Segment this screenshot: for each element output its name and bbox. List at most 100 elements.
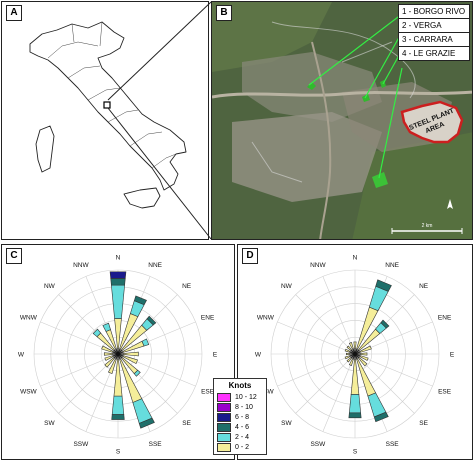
- petal-segment-SE: [133, 369, 141, 377]
- scale-bar: [391, 228, 463, 234]
- knots-legend-item: 2 - 4: [217, 432, 263, 442]
- site-legend-item: 3 - CARRARA: [399, 33, 469, 47]
- petal-segment-N: [109, 271, 127, 279]
- direction-label: NE: [419, 283, 429, 290]
- wind-rose-chart-c: N NNE NE ENE E ESE SE SSE S SSW SW WSW W WNW NW NNW: [18, 255, 218, 456]
- panel-d-label: D: [242, 248, 258, 264]
- direction-label: NE: [182, 283, 192, 290]
- direction-label: S: [353, 449, 358, 456]
- knots-legend-label: 0 - 2: [235, 443, 250, 451]
- direction-label: WSW: [20, 389, 37, 396]
- knots-legend-item: 0 - 2: [217, 442, 263, 452]
- panel-b-satellite-map: B 2 km STEEL PLANT AREA: [211, 1, 473, 240]
- grid-spoke: [40, 353, 119, 387]
- study-area-marker: [103, 101, 111, 109]
- petal-segment-S: [348, 394, 362, 414]
- sicily: [123, 187, 161, 209]
- scale-bar-label: 2 km: [422, 223, 433, 229]
- knots-legend-swatch: [217, 442, 231, 452]
- direction-label: ENE: [201, 314, 215, 321]
- panel-c-label: C: [6, 248, 22, 264]
- petal-segment-NNW: [102, 322, 111, 332]
- direction-label: E: [213, 352, 218, 359]
- direction-label: NW: [44, 283, 56, 290]
- site-legend: 1 - BORGO RIVO 2 - VERGA 3 - CARRARA 4 -…: [398, 4, 470, 61]
- direction-label: ESE: [438, 389, 452, 396]
- knots-legend-item: 4 - 6: [217, 422, 263, 432]
- grid-spoke: [295, 294, 356, 355]
- direction-label: N: [353, 255, 358, 262]
- knots-legend: Knots 10 - 12 8 - 10 6 - 8 4 - 6 2 - 4 0 - 2: [213, 378, 267, 455]
- petal-segment-NNE: [133, 295, 147, 306]
- grid-spoke: [277, 321, 356, 355]
- direction-label: SW: [281, 420, 292, 427]
- petal-segment-N: [110, 278, 126, 286]
- direction-label: NNE: [148, 262, 162, 269]
- knots-legend-swatch: [217, 422, 231, 432]
- direction-label: SW: [44, 420, 55, 427]
- direction-label: ENE: [438, 314, 452, 321]
- knots-legend-label: 8 - 10: [235, 403, 253, 411]
- knots-legend-title: Knots: [228, 381, 252, 390]
- knots-legend-label: 2 - 4: [235, 433, 250, 441]
- panel-a-label: A: [6, 5, 22, 21]
- direction-label: NNW: [73, 262, 89, 269]
- grid-spoke: [322, 276, 356, 355]
- direction-label: SE: [182, 420, 191, 427]
- north-arrow: [447, 199, 453, 209]
- direction-label: SSW: [73, 441, 89, 448]
- site-legend-item: 4 - LE GRAZIE: [402, 49, 456, 58]
- rose-centre: [353, 352, 357, 356]
- direction-label: NNE: [385, 262, 399, 269]
- petal-segment-NE: [380, 319, 390, 329]
- grid-spoke: [277, 353, 356, 387]
- direction-label: ESE: [201, 389, 215, 396]
- petal-segment-NNE: [375, 279, 392, 292]
- petal-segment-S: [111, 414, 125, 420]
- knots-legend-item: 8 - 10: [217, 402, 263, 412]
- knots-legend-label: 6 - 8: [235, 413, 250, 421]
- site-legend-item: 2 - VERGA: [399, 19, 469, 33]
- direction-label: NW: [281, 283, 293, 290]
- italy-mainland: [29, 21, 187, 191]
- direction-label: WNW: [20, 314, 38, 321]
- direction-label: SSE: [386, 441, 400, 448]
- petal-segment-NNE: [355, 306, 379, 353]
- knots-legend-item: 6 - 8: [217, 412, 263, 422]
- direction-label: SE: [419, 420, 428, 427]
- panel-b-label: B: [216, 5, 232, 21]
- knots-legend-swatch: [217, 412, 231, 422]
- knots-legend-swatch: [217, 402, 231, 412]
- petal-segment-N: [111, 284, 125, 319]
- rose-centre: [116, 352, 120, 356]
- knots-legend-swatch: [217, 392, 231, 402]
- petal-segment-NW: [92, 328, 102, 338]
- site-legend-item: 1 - BORGO RIVO: [399, 5, 469, 19]
- panel-c-wind-rose: C N NNE NE ENE E ESE SE SSE S SSW SW WSW W WNW NW NNW: [1, 244, 235, 460]
- knots-legend-label: 4 - 6: [235, 423, 250, 431]
- petal-segment-S: [111, 395, 125, 415]
- direction-label: NNW: [310, 262, 326, 269]
- direction-label: W: [255, 352, 262, 359]
- sardinia: [35, 125, 55, 173]
- steel-plant-area: [400, 100, 464, 144]
- direction-label: S: [116, 449, 121, 456]
- petal-segment-SSE: [373, 411, 389, 423]
- grid-spoke: [322, 353, 356, 432]
- grid-spoke: [354, 353, 433, 387]
- direction-label: SSW: [310, 441, 326, 448]
- petal-segment-NE: [146, 315, 157, 326]
- petal-segment-SSE: [138, 417, 155, 429]
- direction-label: WNW: [257, 314, 275, 321]
- knots-legend-swatch: [217, 432, 231, 442]
- direction-label: N: [116, 255, 121, 262]
- petal-segment-S: [348, 412, 362, 419]
- direction-label: E: [450, 352, 455, 359]
- direction-label: W: [18, 352, 25, 359]
- grid-spoke: [295, 353, 356, 414]
- knots-legend-item: 10 - 12: [217, 392, 263, 402]
- italy-outline-map: [29, 21, 187, 209]
- petal-segment-ENE: [141, 338, 150, 347]
